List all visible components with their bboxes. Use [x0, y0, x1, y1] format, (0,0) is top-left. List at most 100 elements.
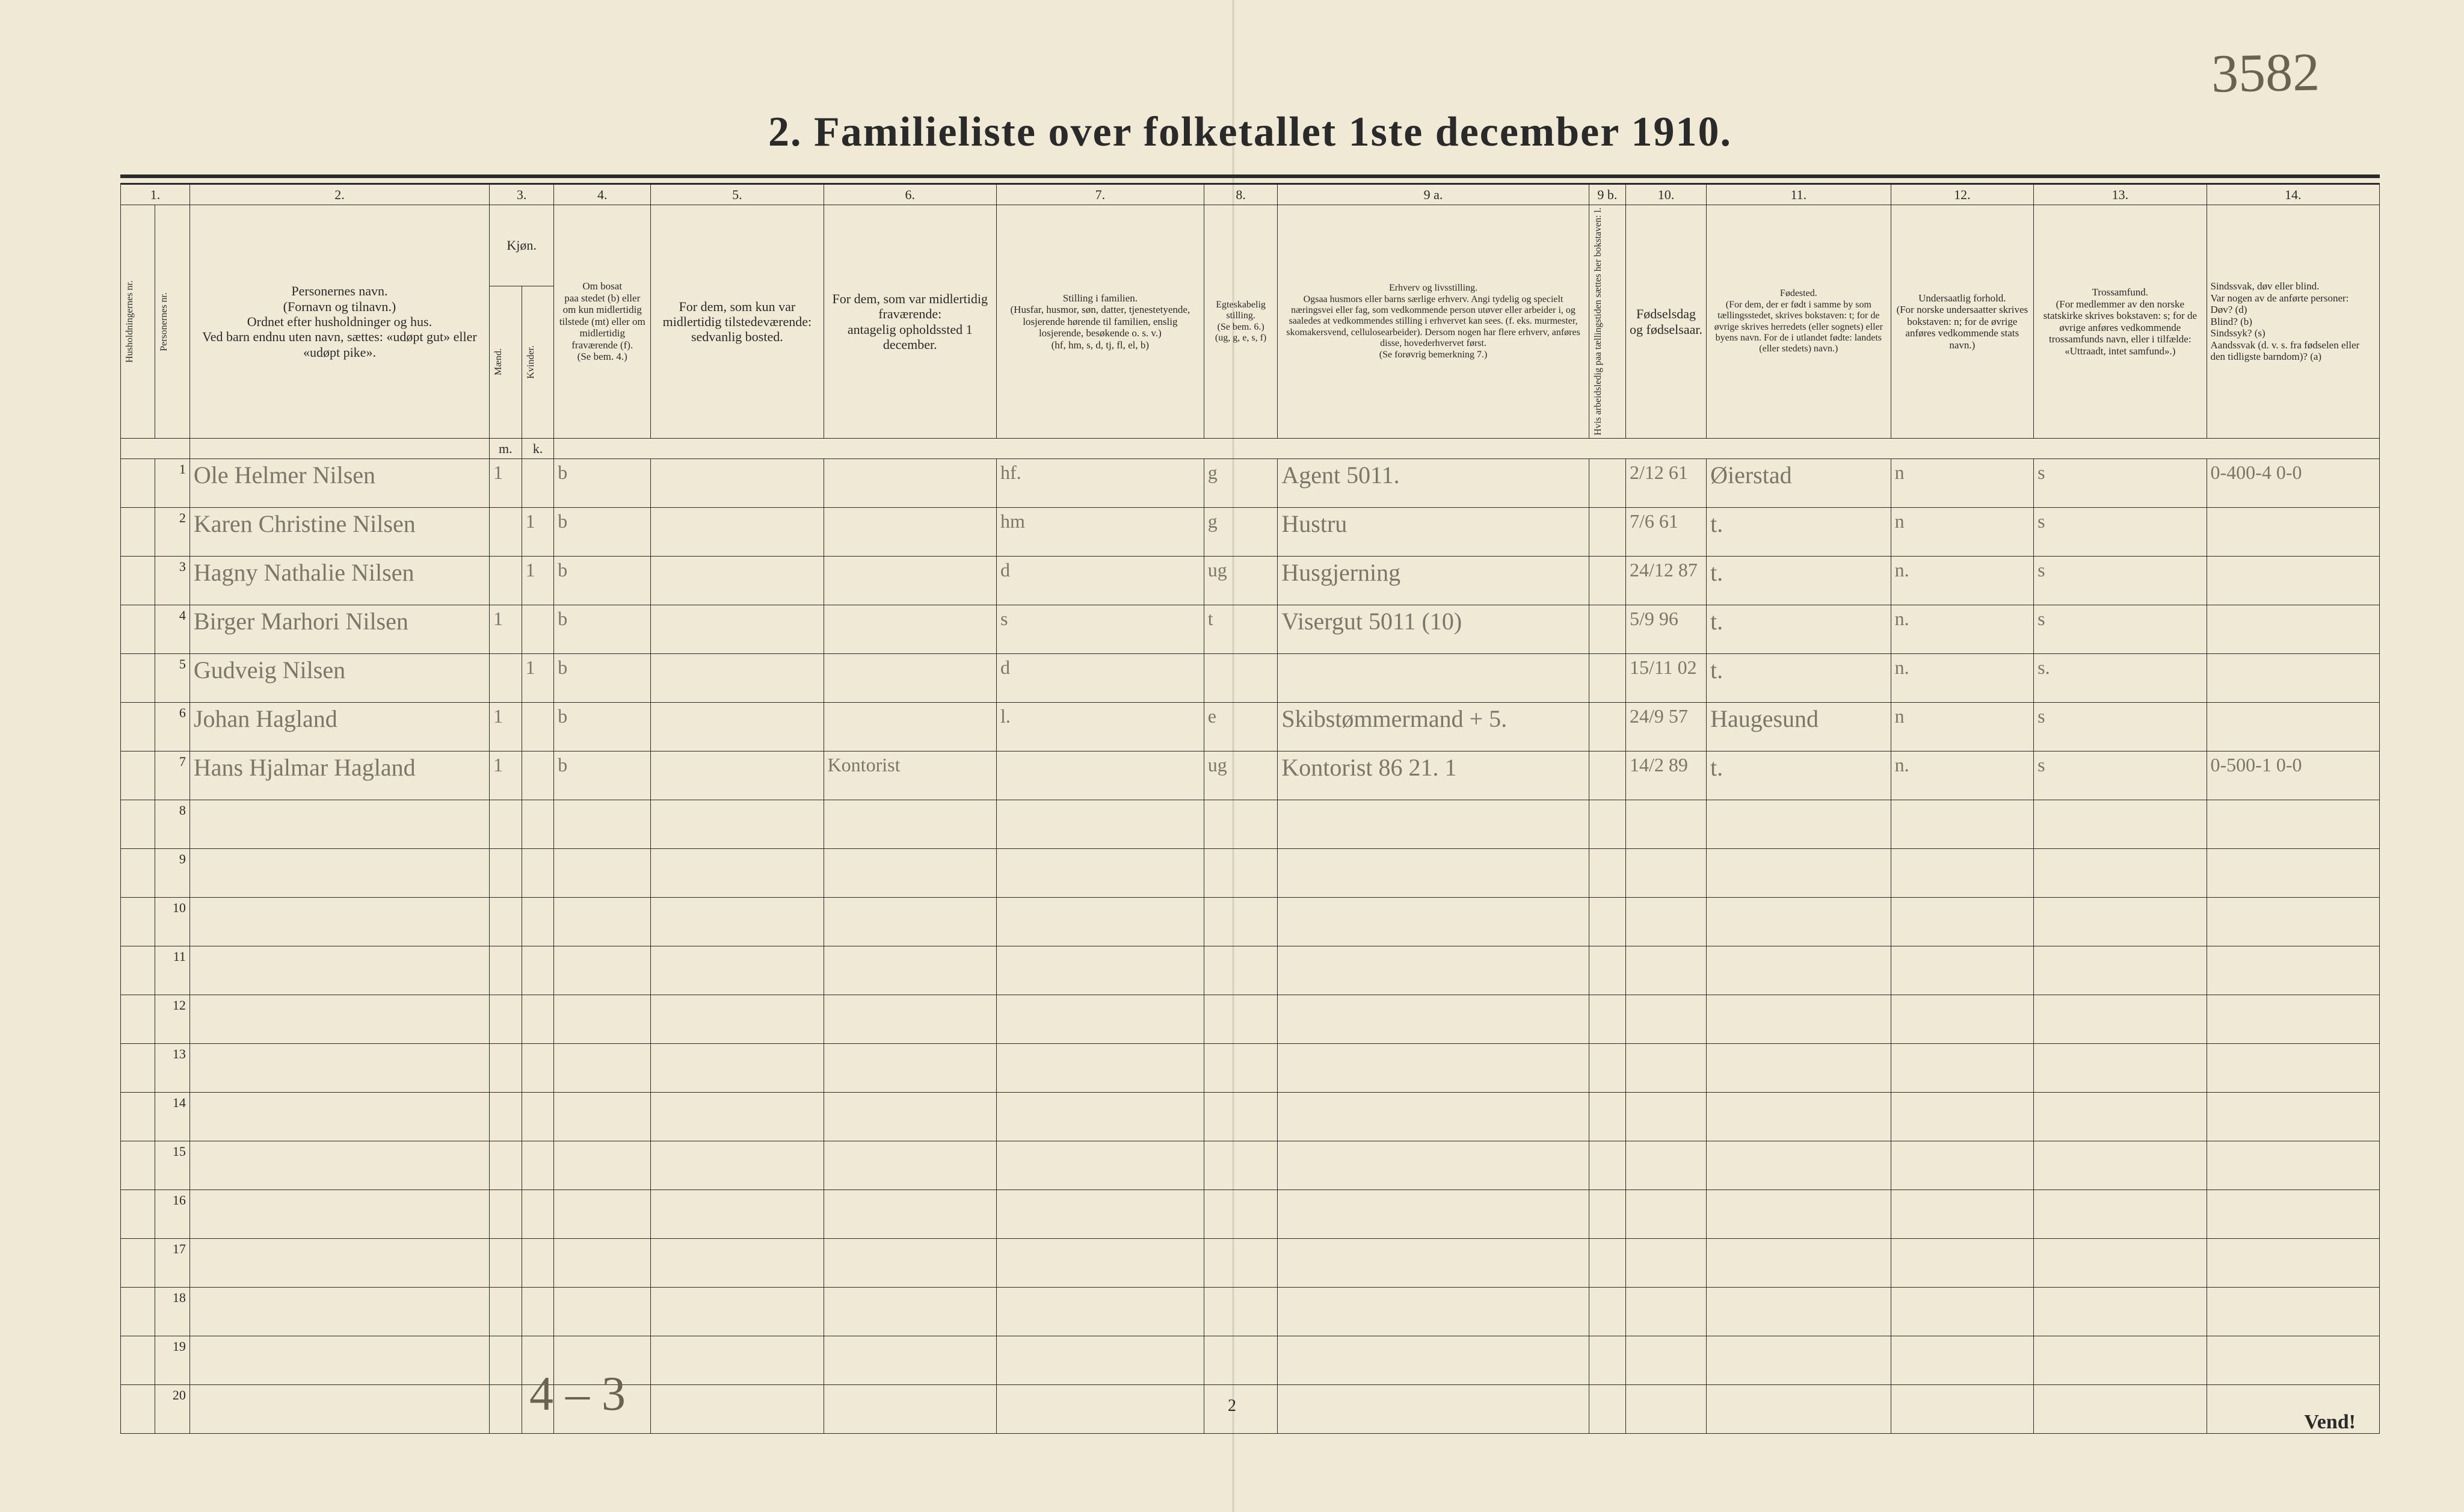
cell — [1707, 849, 1891, 898]
turn-over-label: Vend! — [2304, 1411, 2356, 1434]
cell — [490, 1385, 522, 1434]
cell — [1891, 1385, 2034, 1434]
cell — [1707, 1190, 1891, 1239]
cell — [2207, 995, 2380, 1044]
cell — [1625, 1336, 1706, 1385]
cell — [824, 1239, 996, 1288]
cell — [1625, 1044, 1706, 1093]
cell — [2207, 1288, 2380, 1336]
cell: n — [1891, 508, 2034, 557]
cell — [651, 459, 824, 508]
cell: ug — [1204, 751, 1278, 800]
cell — [1589, 1239, 1625, 1288]
head-marital: Egteskabelig stilling. (Se bem. 6.) (ug,… — [1204, 205, 1278, 439]
cell: s — [996, 605, 1204, 654]
cell — [1625, 1239, 1706, 1288]
cell — [121, 995, 155, 1044]
cell — [1204, 898, 1278, 946]
cell — [189, 1093, 489, 1141]
cell: t. — [1707, 508, 1891, 557]
cell — [2034, 1336, 2207, 1385]
table-row: 12 — [121, 995, 2380, 1044]
cell — [522, 1044, 554, 1093]
cell — [651, 1141, 824, 1190]
cell — [1891, 946, 2034, 995]
table-row: 1Ole Helmer Nilsen1bhf.gAgent 5011.2/12 … — [121, 459, 2380, 508]
blank-3 — [554, 438, 2380, 458]
cell: 14 — [155, 1093, 189, 1141]
cell — [121, 459, 155, 508]
table-row: 19 — [121, 1336, 2380, 1385]
colnum-9a: 9 a. — [1278, 185, 1589, 205]
cell: d — [996, 557, 1204, 605]
cell: 17 — [155, 1239, 189, 1288]
cell: 1 — [522, 508, 554, 557]
cell — [1204, 995, 1278, 1044]
title-rule-thick — [120, 174, 2380, 178]
census-table: 1. 2. 3. 4. 5. 6. 7. 8. 9 a. 9 b. 10. 11… — [120, 184, 2380, 1434]
cell: 7/6 61 — [1625, 508, 1706, 557]
cell — [490, 654, 522, 703]
cell — [2034, 800, 2207, 849]
colnum-4: 4. — [554, 185, 651, 205]
subhead-female: Kvinder. — [522, 286, 554, 438]
cell — [2207, 1141, 2380, 1190]
cell — [1891, 1336, 2034, 1385]
mk-m: m. — [490, 438, 522, 458]
cell: 16 — [155, 1190, 189, 1239]
cell — [189, 1190, 489, 1239]
table-row: 13 — [121, 1044, 2380, 1093]
cell: Karen Christine Nilsen — [189, 508, 489, 557]
cell — [1707, 1044, 1891, 1093]
cell: Kontorist — [824, 751, 996, 800]
head-birthdate: Fødselsdag og fødselsaar. — [1625, 205, 1706, 439]
cell — [2034, 1141, 2207, 1190]
cell — [1589, 703, 1625, 751]
cell — [1891, 1190, 2034, 1239]
table-row: 20 — [121, 1385, 2380, 1434]
cell — [824, 898, 996, 946]
cell — [1278, 995, 1589, 1044]
cell — [121, 1141, 155, 1190]
cell — [1625, 1288, 1706, 1336]
table-row: 9 — [121, 849, 2380, 898]
cell: 13 — [155, 1044, 189, 1093]
cell — [2034, 1044, 2207, 1093]
cell — [1278, 1190, 1589, 1239]
cell — [824, 800, 996, 849]
cell — [2034, 1288, 2207, 1336]
cell — [2207, 849, 2380, 898]
cell — [1625, 1093, 1706, 1141]
cell: 0-400-4 0-0 — [2207, 459, 2380, 508]
head-family-position: Stilling i familien. (Husfar, husmor, sø… — [996, 205, 1204, 439]
cell — [1589, 508, 1625, 557]
cell — [490, 1190, 522, 1239]
cell — [1204, 800, 1278, 849]
cell — [1589, 946, 1625, 995]
cell — [1625, 849, 1706, 898]
cell — [1589, 751, 1625, 800]
cell — [121, 508, 155, 557]
cell — [121, 751, 155, 800]
colnum-2: 2. — [189, 185, 489, 205]
cell — [1707, 898, 1891, 946]
cell — [824, 605, 996, 654]
cell — [554, 898, 651, 946]
cell — [121, 1336, 155, 1385]
cell — [1589, 898, 1625, 946]
cell — [824, 1288, 996, 1336]
cell — [1589, 605, 1625, 654]
cell — [1278, 1239, 1589, 1288]
head-birthplace: Fødested. (For dem, der er født i samme … — [1707, 205, 1891, 439]
cell — [2207, 1336, 2380, 1385]
cell — [1204, 654, 1278, 703]
cell — [1707, 1385, 1891, 1434]
cell — [1707, 800, 1891, 849]
cell — [490, 898, 522, 946]
cell: 5/9 96 — [1625, 605, 1706, 654]
cell — [824, 1141, 996, 1190]
cell — [651, 898, 824, 946]
cell — [1278, 654, 1589, 703]
cell — [1891, 995, 2034, 1044]
cell: s — [2034, 508, 2207, 557]
